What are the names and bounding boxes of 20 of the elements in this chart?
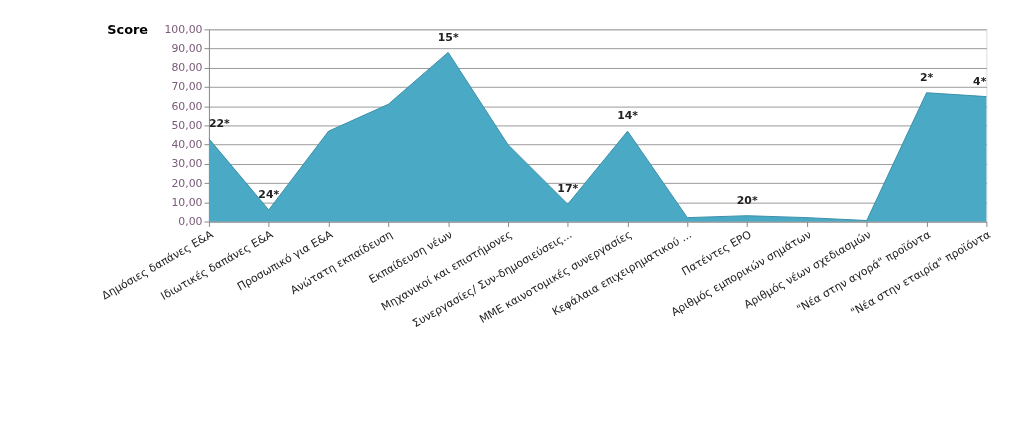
y-axis-title: Score	[107, 21, 149, 37]
annotation: 4*	[973, 74, 987, 88]
annotation: 24*	[258, 188, 280, 202]
y-tick-label: 40,00	[171, 138, 203, 152]
y-tick-label: 70,00	[171, 80, 203, 94]
annotation: 17*	[557, 182, 579, 196]
y-tick-label: 20,00	[171, 176, 203, 190]
annotation: 14*	[617, 109, 639, 123]
annotation: 2*	[919, 70, 934, 84]
y-tick-label: 50,00	[171, 118, 203, 132]
annotation: 20*	[736, 193, 758, 207]
annotation: 22*	[208, 116, 231, 130]
y-tick-label: 100,00	[164, 22, 203, 36]
y-tick-label: 10,00	[171, 195, 203, 209]
y-tick-label: 30,00	[171, 157, 203, 171]
y-tick-label: 0,00	[178, 214, 203, 228]
annotation: 15*	[437, 30, 459, 44]
y-tick-label: 90,00	[171, 42, 203, 56]
y-tick-label: 60,00	[171, 99, 203, 113]
y-tick-label: 80,00	[171, 61, 203, 75]
